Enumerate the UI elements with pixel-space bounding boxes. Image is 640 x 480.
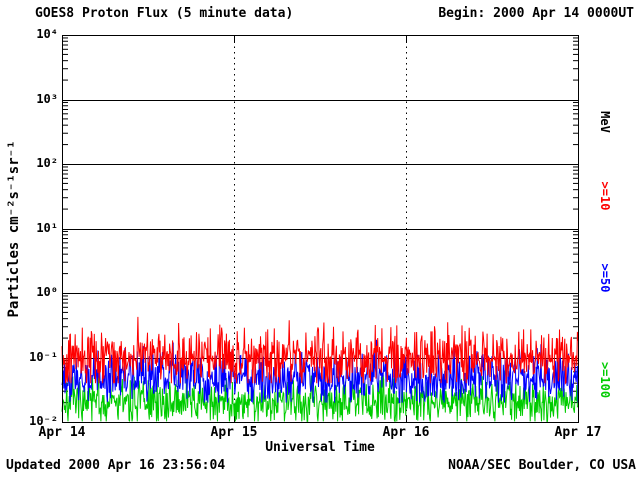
x-tick-label: Apr 15 (210, 425, 258, 440)
source-credit: NOAA/SEC Boulder, CO USA (448, 458, 636, 473)
y-tick-label: 10⁰ (36, 285, 58, 299)
y-tick-label: 10⁴ (36, 27, 58, 41)
y-tick-label: 10¹ (36, 220, 58, 235)
y-tick-label: 10⁻² (29, 414, 58, 428)
y-tick-label: 10³ (36, 91, 58, 106)
x-tick-label: Apr 17 (554, 425, 602, 440)
series-label-100: >=100 (598, 361, 612, 399)
y-tick-label: 10⁻¹ (29, 349, 58, 364)
series-label-10: >=10 (598, 181, 612, 211)
chart-title: GOES8 Proton Flux (5 minute data) (35, 6, 294, 21)
units-label: MeV (598, 111, 612, 133)
updated-timestamp: Updated 2000 Apr 16 23:56:04 (6, 458, 226, 473)
x-tick-label: Apr 16 (382, 425, 430, 440)
y-tick-label: 10² (36, 156, 58, 170)
begin-label: Begin: 2000 Apr 14 0000UT (438, 6, 634, 21)
series-label-50: >=50 (598, 263, 612, 293)
x-axis-title: Universal Time (265, 440, 375, 455)
x-tick-label: Apr 14 (38, 425, 86, 440)
